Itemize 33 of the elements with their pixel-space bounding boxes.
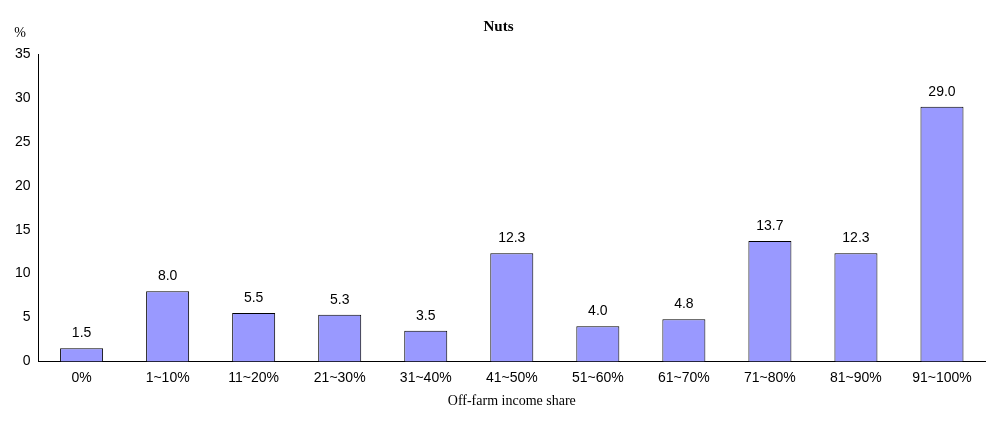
x-tick-label: 61~70% — [657, 368, 710, 385]
x-tick-label: 41~50% — [485, 368, 538, 385]
y-tick-label: 30 — [14, 88, 31, 105]
data-label: 3.5 — [416, 306, 436, 323]
y-tick-label: 10 — [14, 264, 31, 281]
data-label: 4.8 — [674, 295, 694, 312]
y-tick-label: 5 — [22, 308, 31, 325]
y-tick-label: 0 — [22, 352, 31, 369]
data-label: 8.0 — [157, 267, 178, 283]
x-tick-label: 31~40% — [399, 368, 452, 385]
y-axis-title: % — [14, 24, 27, 40]
data-label: 5.3 — [329, 290, 350, 307]
data-label: 5.5 — [243, 288, 264, 305]
x-tick-label: 91~100% — [912, 368, 972, 385]
data-label: 12.3 — [498, 229, 526, 246]
data-label: 29.0 — [928, 82, 956, 99]
data-label: 12.3 — [842, 229, 870, 246]
x-axis-title: Off-farm income share — [447, 393, 576, 409]
x-tick-label: 51~60% — [571, 368, 624, 385]
x-tick-label: 1~10% — [145, 368, 190, 385]
data-label: 4.0 — [588, 302, 608, 319]
y-tick-label: 15 — [14, 220, 31, 237]
y-tick-label: 25 — [14, 132, 31, 149]
data-label: 1.5 — [71, 324, 92, 341]
x-tick-label: 81~90% — [830, 368, 882, 385]
y-tick-label: 35 — [14, 44, 31, 61]
y-tick-label: 20 — [14, 176, 31, 193]
x-tick-label: 11~20% — [228, 368, 280, 385]
data-label: 13.7 — [756, 216, 784, 233]
x-tick-label: 21~30% — [313, 368, 366, 385]
x-tick-label: 71~80% — [744, 368, 796, 385]
chart-title: Nuts — [483, 17, 514, 34]
x-tick-label: 0% — [71, 368, 92, 385]
